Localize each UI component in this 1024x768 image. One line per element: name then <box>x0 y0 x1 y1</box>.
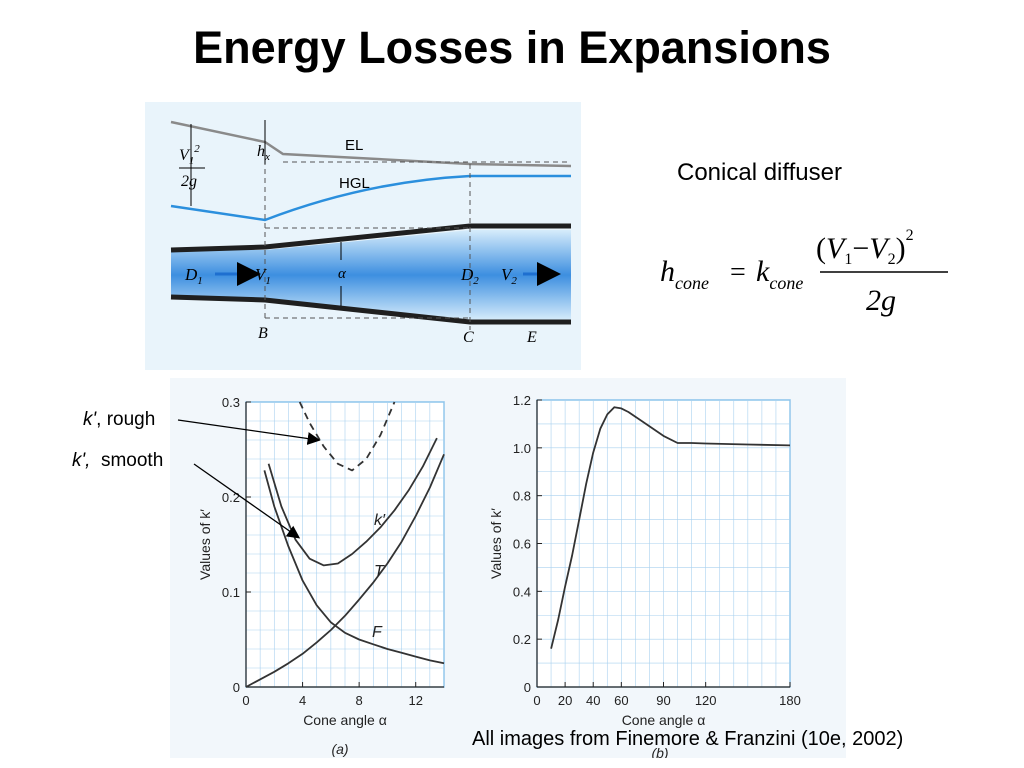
series-line-f <box>263 470 445 665</box>
panel-label: (a) <box>331 741 348 757</box>
chart-panel-a: 0 4 8 12 0 0.1 0.2 0.3 Cone angle α Values of k′ (… <box>197 395 445 757</box>
x-axis-label: Cone angle α <box>622 712 706 728</box>
slide-title: Energy Losses in Expansions <box>193 22 831 73</box>
rough-text: , rough <box>96 409 156 430</box>
x-tick-label: 12 <box>408 693 422 708</box>
rough-k-symbol: k' <box>83 409 97 430</box>
water-flow <box>171 230 571 320</box>
formula-denominator: 2g <box>866 284 896 317</box>
x-tick-label: 90 <box>656 693 670 708</box>
series-line <box>550 406 791 649</box>
smooth-k-symbol: k', <box>72 450 91 471</box>
v1-label: V1 <box>255 265 271 287</box>
conical-diffuser-formula: Conical diffuser hcone = kcone (V1−V2)2 … <box>660 159 948 317</box>
point-e-label: E <box>526 329 537 346</box>
point-b-label: B <box>258 325 268 342</box>
formula-numerator: (V1−V2)2 <box>816 227 914 268</box>
series-line-t <box>245 453 445 688</box>
series-label-f: F <box>372 624 383 641</box>
smooth-text: smooth <box>90 450 164 471</box>
x-tick-label: 40 <box>586 693 600 708</box>
y-tick-label: 0 <box>524 680 531 695</box>
y-tick-label: 0.8 <box>513 489 531 504</box>
y-tick-label: 0.1 <box>222 585 240 600</box>
pipe-expansion-diagram: V12 2g hx EL HGL D1 V1 α D2 V2 B C E <box>145 102 581 370</box>
y-tick-label: 0.2 <box>222 490 240 505</box>
x-tick-label: 20 <box>558 693 572 708</box>
alpha-label: α <box>338 266 347 282</box>
y-axis-label: Values of k′ <box>197 509 213 580</box>
d1-label: D1 <box>184 265 203 287</box>
d2-label: D2 <box>460 265 479 287</box>
pipe-bottom-wall <box>170 294 571 325</box>
hgl-label: HGL <box>339 175 370 192</box>
hydraulic-grade-line <box>170 174 571 222</box>
x-tick-label: 4 <box>299 693 306 708</box>
series-label-k: k′ <box>374 512 386 529</box>
x-tick-label: 120 <box>695 693 717 708</box>
y-tick-label: 1.2 <box>513 393 531 408</box>
formula-equals: = <box>730 257 746 288</box>
y-tick-label: 0.6 <box>513 537 531 552</box>
y-tick-label: 1.0 <box>513 441 531 456</box>
x-tick-label: 60 <box>614 693 628 708</box>
series-label-t: T <box>374 563 385 580</box>
pipe-top-wall <box>170 223 571 253</box>
formula-heading: Conical diffuser <box>677 159 842 186</box>
velocity-head-num: V12 <box>179 143 200 167</box>
x-tick-label: 0 <box>242 693 249 708</box>
y-tick-label: 0.2 <box>513 632 531 647</box>
v2-label: V2 <box>501 265 517 287</box>
y-tick-label: 0.3 <box>222 395 240 410</box>
chart-panel-b: 0 20 40 60 90 120 180 0 0.2 0.4 0.6 0.8 1.0 1.2 Cone a… <box>488 393 801 758</box>
hx-label: hx <box>257 143 270 163</box>
series-line-k <box>267 437 438 567</box>
x-axis-label: Cone angle α <box>303 712 387 728</box>
panel-label: (b) <box>651 745 668 758</box>
formula-k: kcone <box>756 255 803 293</box>
x-tick-label: 0 <box>533 693 540 708</box>
x-tick-label: 8 <box>356 693 363 708</box>
formula-lhs: hcone <box>660 255 709 293</box>
reference-lines <box>264 142 571 330</box>
point-c-label: C <box>463 329 474 346</box>
y-tick-label: 0 <box>233 680 240 695</box>
smooth-annotation: k', smooth <box>72 450 163 472</box>
y-axis-label: Values of k′ <box>488 508 504 579</box>
energy-line <box>170 120 572 168</box>
el-label: EL <box>345 137 363 154</box>
y-tick-label: 0.4 <box>513 584 531 599</box>
source-caption: All images from Finemore & Franzini (10e… <box>472 728 904 750</box>
rough-annotation: k', rough <box>83 409 155 431</box>
x-tick-label: 180 <box>779 693 801 708</box>
velocity-head-den: 2g <box>181 173 197 190</box>
